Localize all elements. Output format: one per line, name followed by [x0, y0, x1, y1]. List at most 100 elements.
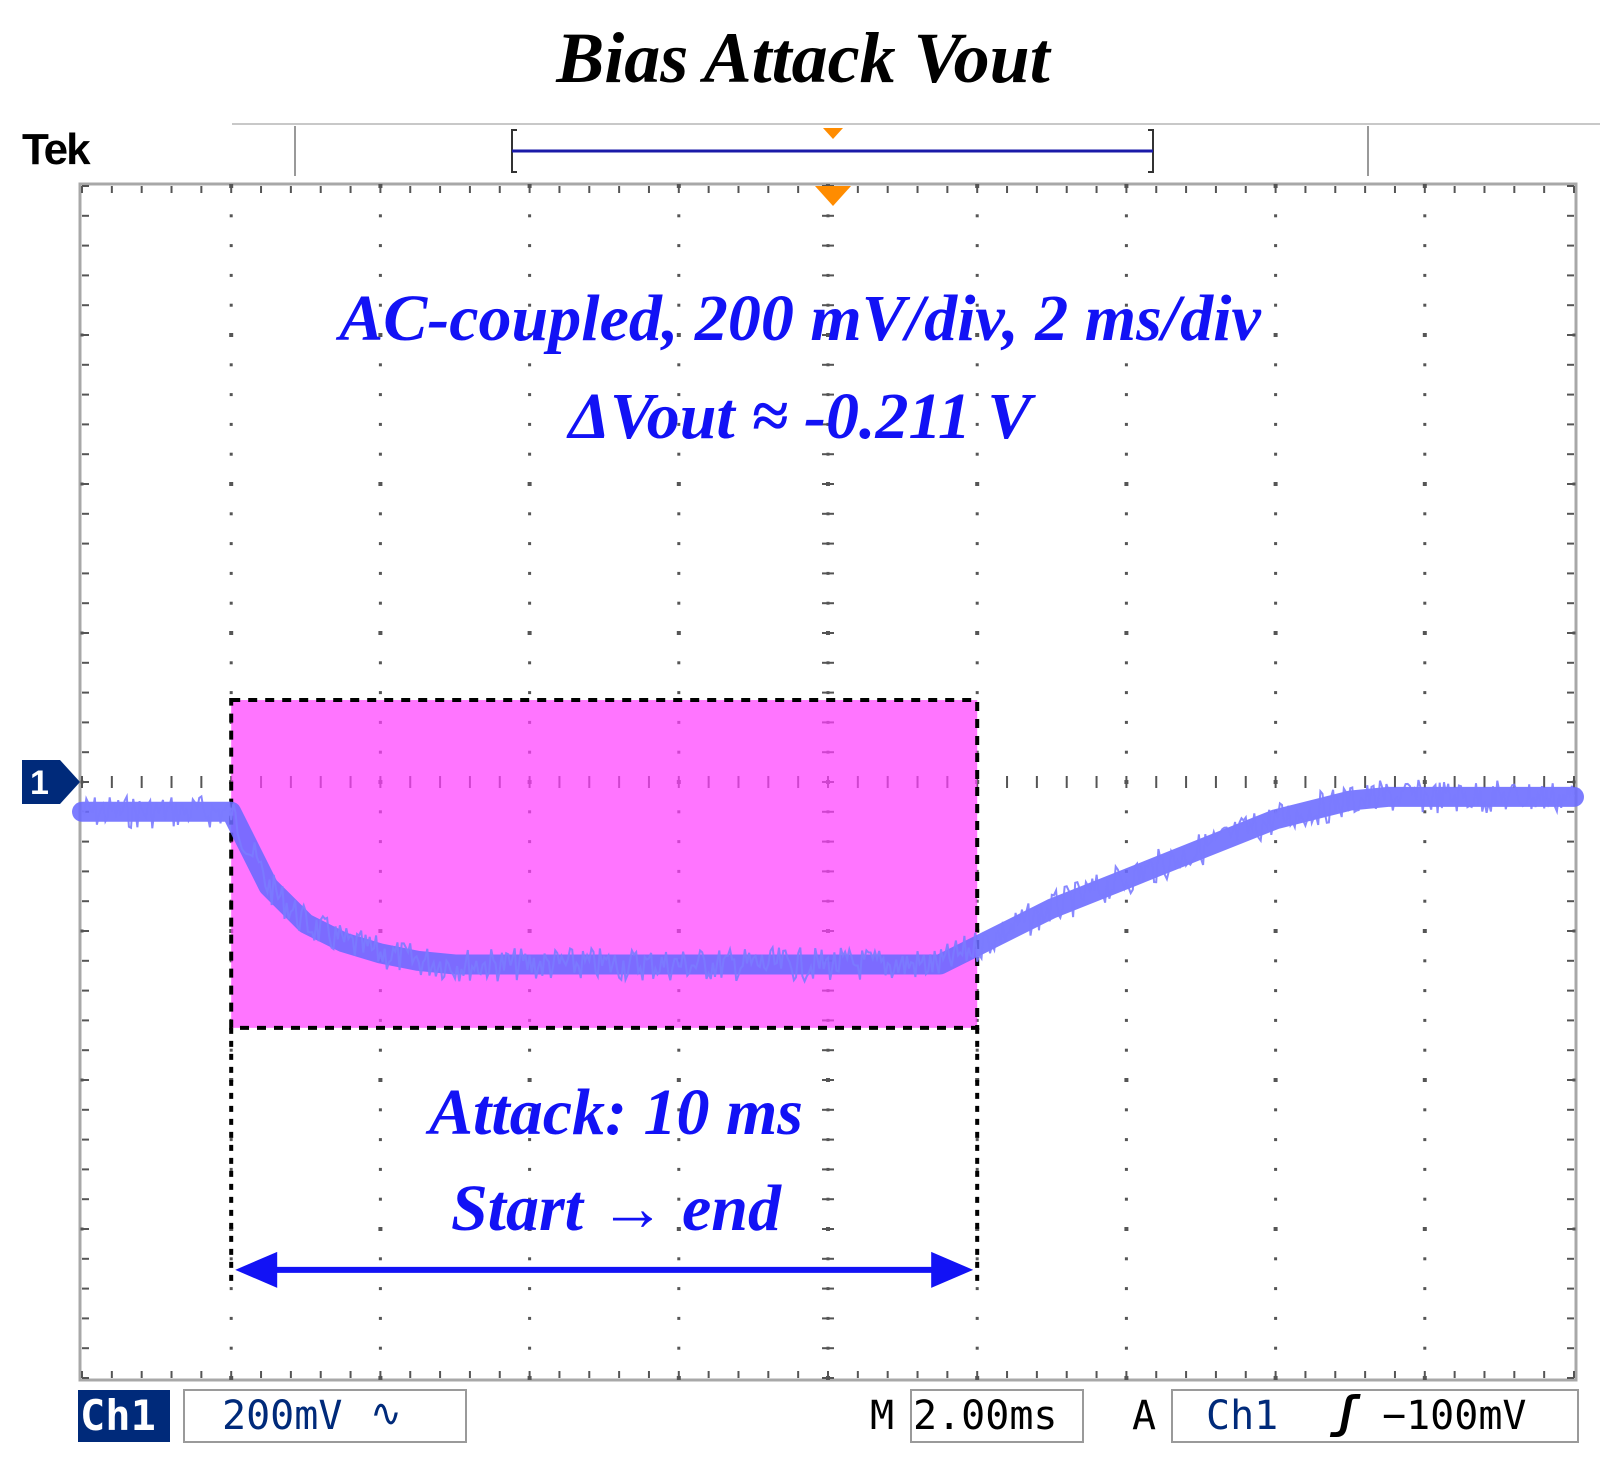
grid-dot	[1423, 1287, 1427, 1291]
grid-dot	[229, 303, 233, 307]
grid-dot	[528, 214, 532, 218]
grid-dot	[1423, 1257, 1427, 1261]
grid-dot	[1274, 512, 1278, 516]
grid-dot	[1274, 1197, 1278, 1201]
grid-dot	[229, 571, 233, 575]
grid-dot	[1274, 1048, 1278, 1052]
grid-dot	[1274, 273, 1278, 277]
grid-dot	[378, 571, 382, 575]
grid-dot	[1124, 452, 1128, 456]
grid-dot	[1124, 1048, 1128, 1052]
grid-dot	[1274, 1138, 1278, 1142]
grid-dot	[1124, 1346, 1128, 1350]
grid-dot	[378, 1257, 382, 1261]
arrow-right-head-icon	[931, 1251, 974, 1288]
grid-dot	[677, 1257, 681, 1261]
waveform-noise	[81, 779, 1575, 984]
grid-dot	[1124, 1138, 1128, 1142]
grid-dot	[229, 631, 233, 635]
grid-dot	[1274, 601, 1278, 605]
grid-dot	[677, 661, 681, 665]
grid-dot	[975, 393, 979, 397]
grid-dot	[1124, 989, 1128, 993]
grid-dot	[1274, 1346, 1278, 1350]
grid-dot	[378, 1316, 382, 1320]
grid-dot	[1423, 601, 1427, 605]
grid-dot	[975, 1346, 979, 1350]
grid-dot	[1423, 929, 1427, 933]
grid-dot	[677, 363, 681, 367]
grid-dot	[528, 1138, 532, 1142]
grid-dot	[1274, 1257, 1278, 1261]
ch1-label: Ch1	[80, 1391, 156, 1440]
channel-1-marker[interactable]: 1	[22, 760, 80, 804]
grid-dot	[378, 1167, 382, 1171]
timebase-value: 2.00ms	[913, 1393, 1058, 1439]
grid-dot	[1124, 601, 1128, 605]
grid-dot	[1274, 452, 1278, 456]
grid-dot	[229, 512, 233, 516]
grid-dot	[1423, 1108, 1427, 1112]
grid-dot	[528, 244, 532, 248]
grid-dot	[1274, 393, 1278, 397]
grid-dot	[528, 542, 532, 546]
grid-dot	[229, 214, 233, 218]
grid-dot	[677, 691, 681, 695]
grid-dot	[1423, 691, 1427, 695]
grid-dot	[378, 273, 382, 277]
waveform-trace	[72, 786, 1584, 975]
grid-dot	[677, 422, 681, 426]
grid-dot	[1274, 869, 1278, 873]
grid-dot	[528, 601, 532, 605]
grid-dot	[1423, 214, 1427, 218]
grid-dot	[229, 542, 233, 546]
grid-dot	[677, 1316, 681, 1320]
grid-dot	[229, 1167, 233, 1171]
grid-dot	[1423, 333, 1427, 337]
grid-dot	[677, 542, 681, 546]
grid-dot	[378, 244, 382, 248]
grid-dot	[378, 452, 382, 456]
trigger-source: Ch1	[1206, 1393, 1279, 1439]
trigger-mode: A	[1132, 1393, 1157, 1439]
grid-dot	[1124, 214, 1128, 218]
grid-dot	[229, 244, 233, 248]
ch1-badge[interactable]	[78, 1390, 170, 1442]
grid-dot	[378, 691, 382, 695]
grid-dot	[378, 1108, 382, 1112]
grid-dot	[1124, 363, 1128, 367]
grid-dot	[975, 333, 979, 337]
grid-dot	[1423, 1346, 1427, 1350]
grid-dot	[1423, 393, 1427, 397]
grid-dot	[975, 601, 979, 605]
grid-dot	[1274, 899, 1278, 903]
grid-dot	[528, 1227, 532, 1231]
grid-dot	[1423, 422, 1427, 426]
grid-dot	[528, 1346, 532, 1350]
grid-dot	[975, 542, 979, 546]
grid-dot	[1423, 661, 1427, 665]
grid-dot	[1274, 363, 1278, 367]
grid-dot	[1423, 452, 1427, 456]
grid-dot	[528, 422, 532, 426]
grid-dot	[975, 1138, 979, 1142]
grid-dot	[975, 363, 979, 367]
grid-dot	[1124, 929, 1128, 933]
grid-dot	[1124, 1197, 1128, 1201]
grid-dot	[1274, 840, 1278, 844]
grid-dot	[1423, 303, 1427, 307]
grid-dot	[1274, 1078, 1278, 1082]
grid-dot	[1423, 542, 1427, 546]
grid-dot	[1124, 959, 1128, 963]
grid-dot	[1124, 691, 1128, 695]
grid-dot	[229, 333, 233, 337]
grid-dot	[1423, 1227, 1427, 1231]
grid-dot	[528, 1316, 532, 1320]
grid-dot	[1274, 929, 1278, 933]
timebase-prefix: M	[870, 1393, 895, 1439]
grid-dot	[1124, 1316, 1128, 1320]
grid-dot	[378, 1346, 382, 1350]
grid-dot	[229, 1287, 233, 1291]
grid-dot	[1274, 989, 1278, 993]
grid-dot	[677, 452, 681, 456]
